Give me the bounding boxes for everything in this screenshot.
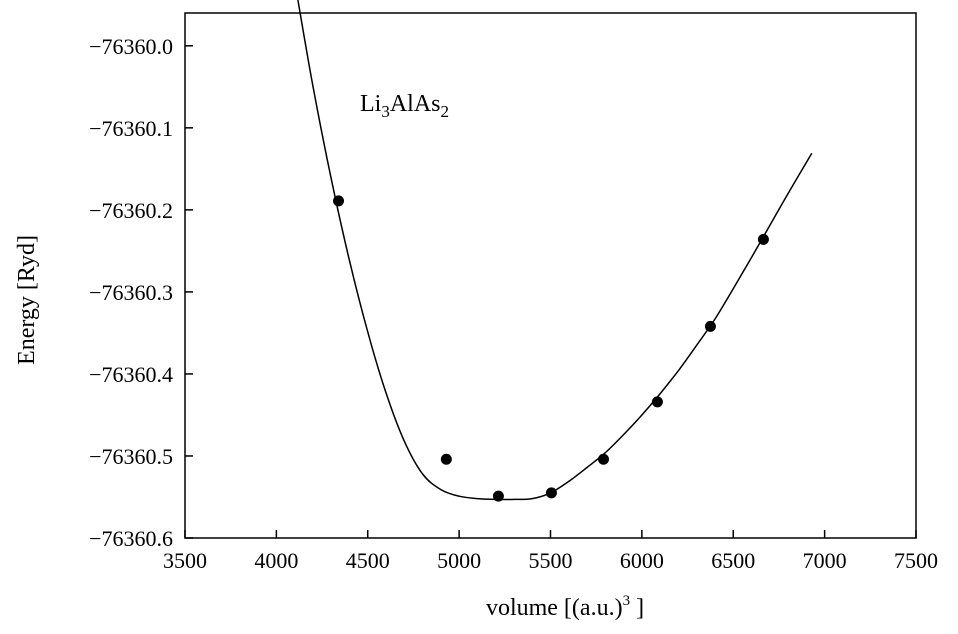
y-tick-label: −76360.6 bbox=[89, 526, 173, 551]
x-axis-label: volume [(a.u.)3] bbox=[486, 593, 644, 621]
x-tick-label: 5000 bbox=[437, 548, 481, 573]
data-point bbox=[492, 490, 504, 502]
y-tick-label: −76360.2 bbox=[89, 198, 173, 223]
fit-curve bbox=[297, 0, 813, 501]
data-point bbox=[704, 320, 716, 332]
y-tick-label: −76360.4 bbox=[89, 362, 173, 387]
x-tick-label: 6500 bbox=[711, 548, 755, 573]
data-point bbox=[440, 453, 452, 465]
plot-frame bbox=[184, 12, 917, 539]
y-tick-label: −76360.1 bbox=[89, 116, 173, 141]
data-point bbox=[597, 453, 609, 465]
x-tick-label: 4500 bbox=[346, 548, 390, 573]
y-axis-label: Energy [Ryd] bbox=[14, 235, 40, 365]
x-tick-label: 5500 bbox=[529, 548, 573, 573]
y-tick-label: −76360.0 bbox=[89, 34, 173, 59]
compound-label: Li3AlAs2 bbox=[360, 91, 449, 121]
x-tick-label: 7000 bbox=[803, 548, 847, 573]
x-tick-label: 7500 bbox=[894, 548, 938, 573]
x-tick-label: 3500 bbox=[163, 548, 207, 573]
data-point bbox=[333, 195, 345, 207]
x-tick-label: 4000 bbox=[254, 548, 298, 573]
y-tick-label: −76360.3 bbox=[89, 280, 173, 305]
y-tick-label: −76360.5 bbox=[89, 444, 173, 469]
data-point bbox=[757, 233, 769, 245]
data-point bbox=[651, 396, 663, 408]
x-tick-label: 6000 bbox=[620, 548, 664, 573]
data-point bbox=[545, 487, 557, 499]
